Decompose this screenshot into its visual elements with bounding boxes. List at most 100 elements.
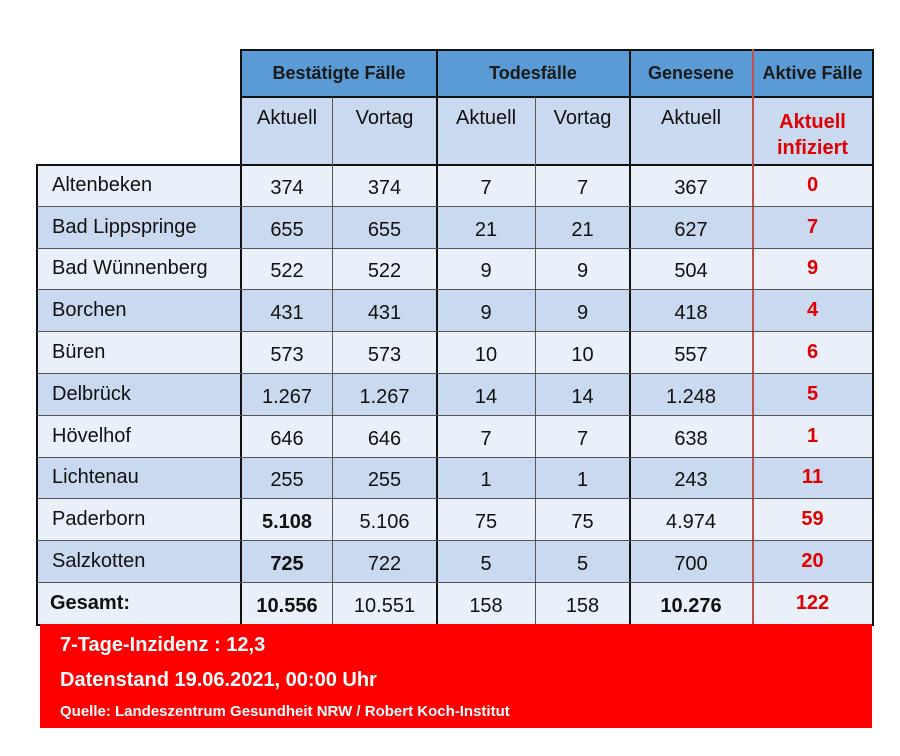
cell-bv: 255 [333, 457, 436, 499]
active-sub-line2: infiziert [776, 137, 849, 159]
cell-bv: 573 [333, 332, 436, 373]
header-active: Aktive Fälle [753, 50, 872, 96]
cell-bc: 374 [242, 165, 332, 206]
cell-bv: 374 [333, 165, 436, 206]
subheader-confirmed-previous: Vortag [333, 97, 436, 165]
cell-bv: 722 [333, 541, 436, 582]
grid-line [37, 289, 872, 291]
cell-a: 11 [753, 457, 872, 499]
cell-bv: 5.106 [333, 499, 436, 541]
cell-g: 367 [630, 165, 752, 206]
cell-g: 4.974 [630, 499, 752, 541]
municipality-name: Altenbeken [38, 165, 241, 206]
cell-tc: 14 [437, 374, 535, 415]
cell-tv: 14 [536, 374, 629, 415]
cell-a: 7 [753, 206, 872, 248]
cell-bc: 725 [242, 541, 332, 582]
cell-a: 5 [753, 374, 872, 415]
subheader-deaths-previous: Vortag [536, 97, 629, 165]
active-separator [752, 49, 754, 625]
grid-line [535, 97, 536, 625]
cell-bc: 646 [242, 415, 332, 457]
cell-g: 10.276 [630, 583, 752, 624]
cell-bc: 573 [242, 332, 332, 373]
municipality-name: Hövelhof [38, 415, 241, 457]
subheader-deaths-current: Aktuell [437, 97, 535, 165]
cell-tc: 21 [437, 206, 535, 248]
cell-g: 243 [630, 457, 752, 499]
cell-tv: 9 [536, 290, 629, 332]
cell-tc: 9 [437, 290, 535, 332]
border [240, 49, 242, 165]
cell-g: 557 [630, 332, 752, 373]
cell-g: 638 [630, 415, 752, 457]
cell-tc: 75 [437, 499, 535, 541]
grid-line [37, 331, 872, 333]
header-recovered: Genesene [630, 50, 752, 96]
cell-tc: 10 [437, 332, 535, 373]
subheader-recovered-current: Aktuell [630, 97, 752, 165]
cell-a: 4 [753, 290, 872, 332]
cell-tc: 5 [437, 541, 535, 582]
cell-g: 504 [630, 248, 752, 290]
cell-tv: 1 [536, 457, 629, 499]
border [436, 49, 438, 625]
grid-line [37, 540, 872, 542]
grid-line [37, 373, 872, 374]
cell-tc: 7 [437, 415, 535, 457]
border [241, 49, 873, 51]
incidence-text: 7-Tage-Inzidenz : 12,3 [60, 634, 266, 656]
cell-g: 418 [630, 290, 752, 332]
cell-a: 122 [753, 583, 872, 624]
cell-tc: 9 [437, 248, 535, 290]
border [36, 164, 38, 626]
cell-bc: 5.108 [242, 499, 332, 541]
grid-line [37, 456, 872, 458]
grid-line [37, 414, 872, 416]
subheader-confirmed-current: Aktuell [242, 97, 332, 165]
cell-tc: 158 [437, 583, 535, 624]
municipality-name: Gesamt: [38, 583, 241, 624]
grid-line [37, 205, 872, 207]
cell-tv: 158 [536, 583, 629, 624]
cell-bc: 255 [242, 457, 332, 499]
border [37, 164, 873, 166]
subheader-active-current: Aktuell infiziert [753, 97, 872, 165]
grid-line [37, 247, 872, 249]
border [629, 49, 631, 625]
cell-bv: 646 [333, 415, 436, 457]
cell-bc: 522 [242, 248, 332, 290]
municipality-name: Paderborn [38, 499, 241, 541]
cell-bc: 655 [242, 206, 332, 248]
info-footer: 7-Tage-Inzidenz : 12,3 Datenstand 19.06.… [40, 624, 872, 728]
cell-tv: 5 [536, 541, 629, 582]
cell-a: 9 [753, 248, 872, 290]
municipality-name: Salzkotten [38, 541, 241, 582]
cell-tc: 7 [437, 165, 535, 206]
cell-tc: 1 [437, 457, 535, 499]
header-deaths: Todesfälle [437, 50, 629, 96]
header-confirmed: Bestätigte Fälle [242, 50, 436, 96]
cell-bv: 431 [333, 290, 436, 332]
cell-bv: 1.267 [333, 374, 436, 415]
cell-tv: 10 [536, 332, 629, 373]
municipality-name: Bad Lippspringe [38, 206, 241, 248]
cell-a: 0 [753, 165, 872, 206]
cell-a: 59 [753, 499, 872, 541]
source-text: Quelle: Landeszentrum Gesundheit NRW / R… [60, 703, 510, 720]
cell-bc: 10.556 [242, 583, 332, 624]
cell-g: 627 [630, 206, 752, 248]
cell-a: 6 [753, 332, 872, 373]
cell-bv: 522 [333, 248, 436, 290]
municipality-name: Lichtenau [38, 457, 241, 499]
cell-g: 700 [630, 541, 752, 582]
border [872, 49, 874, 626]
grid-line [332, 97, 333, 625]
data-date-text: Datenstand 19.06.2021, 00:00 Uhr [60, 669, 377, 691]
cell-g: 1.248 [630, 374, 752, 415]
cell-bv: 10.551 [333, 583, 436, 624]
municipality-name: Delbrück [38, 374, 241, 415]
municipality-name: Borchen [38, 290, 241, 332]
cell-a: 20 [753, 541, 872, 582]
